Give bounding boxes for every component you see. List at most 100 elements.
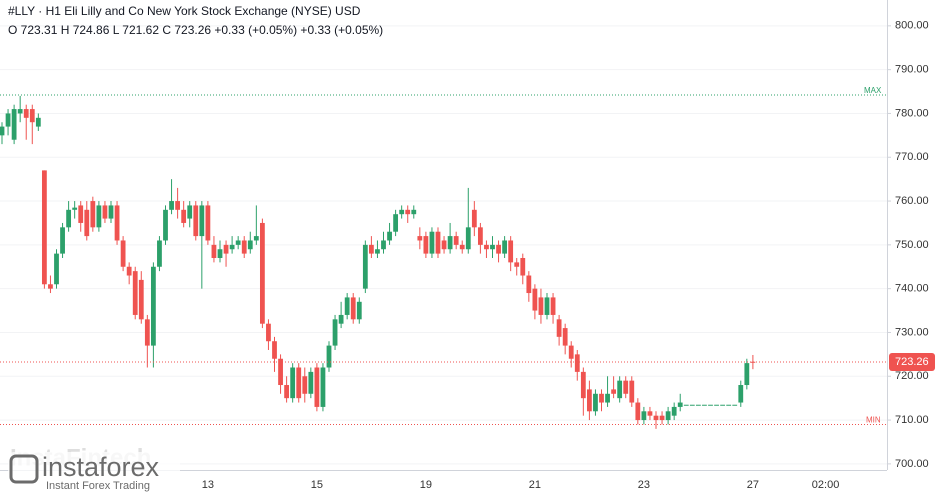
candle-body [120,240,126,267]
candle-body [266,323,271,342]
candle-body [72,207,78,210]
candle-body [362,244,368,289]
candle-body [611,389,617,394]
candle-body [435,231,441,254]
candle-body [453,236,459,245]
candle-body [550,297,556,315]
candle-body [623,380,629,394]
y-tick-label: 730.00 [895,326,929,338]
candle-body [157,240,162,267]
candle-body [665,411,671,421]
candle-body [102,205,108,219]
candle-body [593,393,598,412]
candle-body [574,354,580,372]
y-tick-label: 780.00 [895,107,929,119]
candle-body [720,404,726,406]
y-tick-label: 740.00 [895,283,929,295]
y-tick-label: 720.00 [895,370,929,382]
candle-body [508,240,514,263]
x-tick-label: 23 [638,479,650,491]
candle-body [490,244,495,250]
candle-body [599,393,604,403]
candle-body [138,279,144,320]
candle-body [60,227,65,254]
candle-body [544,297,550,315]
candle-body [241,240,247,254]
candle-body [272,341,277,359]
candle-body [520,257,526,276]
candle-body [90,201,96,228]
candle-body [605,393,610,403]
candle-body [441,240,447,250]
candle-body [586,389,592,412]
candle-body [320,367,326,407]
candle-body [477,227,483,245]
candle-body [247,240,253,250]
candle-body [0,126,5,136]
candle-body [350,297,356,320]
candle-body [11,109,17,140]
candle-body [647,411,653,416]
candle-body [41,170,47,285]
candle-body [653,415,659,421]
last-price-tag [889,352,935,371]
candle-body [514,262,520,267]
candle-body [399,209,405,215]
candle-body [29,109,35,123]
candle-body [677,402,683,407]
candle-body [132,271,138,315]
candle-body [326,345,332,368]
candle-body [526,275,532,294]
candle-body [187,205,193,219]
y-tick-label: 770.00 [895,151,929,163]
candle-body [96,205,102,228]
logo-backdrop [8,452,180,492]
candle-body [302,376,308,394]
candle-body [175,201,181,210]
candle-body [296,367,302,399]
candle-body [683,404,689,406]
brand: instaforex [42,452,160,482]
candle-body [193,205,199,237]
candle-body [66,209,72,228]
candle-body [429,231,435,254]
candle-body [750,361,756,363]
candle-body [54,253,59,285]
candle-body [205,205,211,241]
level-label: MIN [866,416,881,425]
candle-body [211,244,217,258]
candle-body [671,406,677,416]
candle-body [744,363,750,386]
candle-body [532,288,538,311]
candle-body [405,209,411,215]
candle-body [199,205,205,237]
candle-body [702,404,707,406]
x-tick-label: 13 [202,479,214,491]
y-tick-label: 710.00 [895,414,929,426]
candle-body [314,367,320,407]
candle-body [484,244,489,250]
x-tick-label: 19 [420,479,432,491]
y-tick-label: 700.00 [895,458,929,470]
candle-body [393,214,399,232]
candle-body [387,231,392,241]
candle-body [502,240,508,254]
candle-body [714,404,719,406]
x-tick-label: 02:00 [812,479,840,491]
candle-body [538,297,544,315]
candle-body [417,236,423,241]
candle-body [126,266,132,276]
x-tick-label: 21 [529,479,541,491]
candle-body [411,209,417,215]
candle-body [223,244,229,254]
logo-icon [9,454,39,484]
brand-tagline: Instant Forex Trading [46,480,150,492]
candle-body [17,109,23,114]
candle-body [447,236,453,250]
x-tick-label: 15 [311,479,323,491]
candle-body [344,297,350,315]
candle-body [48,284,53,289]
candle-body [738,385,744,403]
y-tick-label: 760.00 [895,195,929,207]
